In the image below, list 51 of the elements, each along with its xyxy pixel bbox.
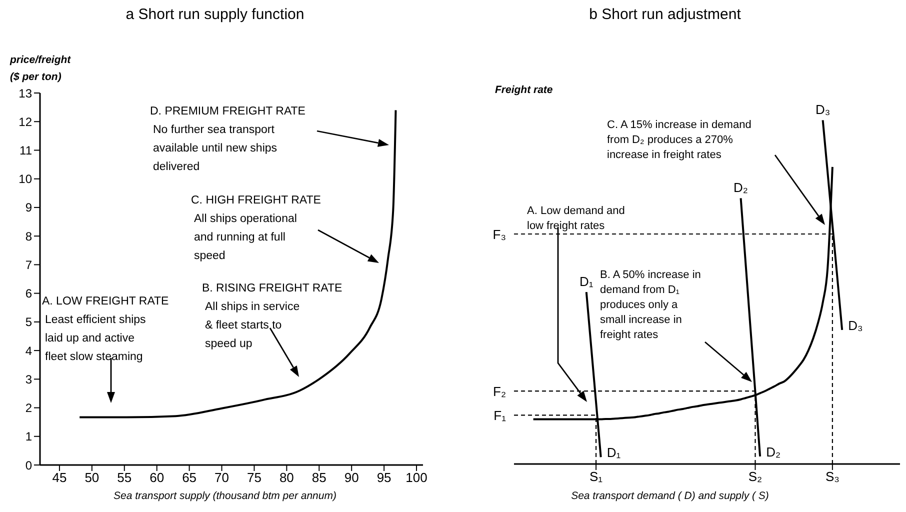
series-label: D₂	[766, 444, 781, 460]
x-tick-label: 45	[52, 470, 67, 486]
x-tick-label: 80	[279, 470, 294, 486]
y-tick-label: 5	[25, 315, 32, 330]
x-tick-label: 85	[312, 470, 326, 486]
y-tick-label: 8	[25, 229, 32, 244]
y-tick-label: 0	[25, 458, 32, 472]
chart-title: b Short run adjustment	[588, 6, 742, 23]
annotation: A. Low demand and low freight rates	[527, 205, 625, 232]
x-tick-label: 90	[344, 470, 359, 486]
chart-title: a Short run supply function	[124, 6, 306, 23]
x-tick-label: 95	[376, 470, 392, 486]
x-tick-label: 75	[246, 470, 262, 486]
y-tick-label: 13	[18, 86, 32, 100]
y-tick-label: 10	[18, 172, 32, 186]
y-axis-title: Freight rate	[495, 83, 553, 98]
text: D₁	[579, 274, 594, 290]
annotation: A. LOW FREIGHT RATE Least efficient ships laid up and active fleet slow steaming	[42, 296, 170, 363]
x-tick-label: 55	[117, 470, 132, 486]
x-tick-label: S₂	[748, 469, 762, 484]
x-tick-label: 70	[214, 470, 229, 486]
x-axis-title: Sea transport demand ( D) and supply ( S)	[570, 490, 770, 502]
series-label: D₃	[848, 318, 863, 333]
y-tick-label: 7	[25, 258, 32, 272]
y-tick-label: 12	[18, 114, 32, 129]
x-tick-label: 65	[182, 470, 197, 486]
text: D₃	[815, 102, 830, 118]
y-tick-label: 6	[25, 286, 32, 301]
x-tick-label: 50	[84, 470, 100, 486]
annotation: D. PREMIUM FREIGHT RATE No further sea transport available until new ships delivered	[150, 106, 306, 173]
ref-line-label: F₃	[492, 226, 506, 242]
x-tick-label: S₁	[589, 469, 604, 484]
series-label: D₁	[606, 445, 622, 460]
annotation: C. A 15% increase in demand from D₂ produces a 270% increase in freight rates	[607, 119, 752, 161]
y-tick-label: 9	[25, 200, 32, 215]
annotation: B. RISING FREIGHT RATE All ships in service & fleet starts to speed up	[202, 282, 342, 350]
y-axis-title: price/freight ($ per ton)	[10, 53, 71, 85]
text: D₂	[734, 180, 748, 196]
y-tick-label: 4	[25, 344, 32, 358]
annotation: C. HIGH FREIGHT RATE All ships operational and running at full speed	[191, 194, 322, 262]
x-tick-label: 60	[150, 470, 164, 486]
annotation: B. A 50% increase in demand from D₁ produces only a small increase in freight rates	[600, 269, 701, 341]
x-tick-label: S₃	[825, 469, 840, 484]
y-tick-label: 11	[20, 143, 32, 158]
y-tick-label: 3	[25, 372, 32, 386]
ref-line-label: F₁	[494, 408, 507, 424]
ref-line-label: F₂	[493, 384, 506, 400]
y-tick-label: 2	[25, 401, 32, 416]
y-tick-label: 1	[25, 430, 32, 444]
x-tick-label: 100	[406, 470, 428, 486]
x-axis-title: Sea transport supply (thousand btm per annum)	[112, 490, 338, 502]
